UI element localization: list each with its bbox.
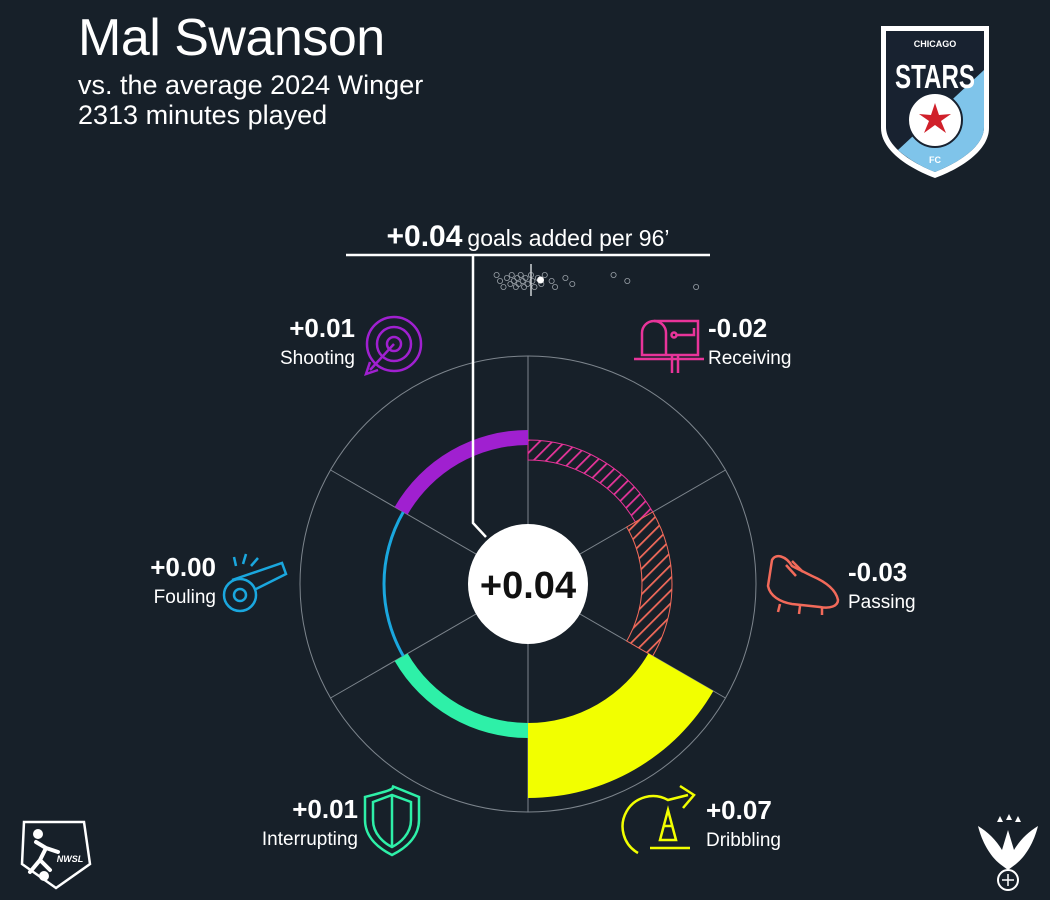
category-label-dribbling: Dribbling	[706, 830, 781, 851]
player-marker	[537, 276, 545, 284]
distribution-point	[514, 274, 521, 281]
distribution-point	[508, 271, 515, 278]
bar-shooting	[394, 430, 528, 515]
value-label-receiving: -0.02	[708, 313, 767, 343]
club-logo-bottom: FC	[929, 155, 941, 165]
comparison-text: vs. the average 2024 Winger	[78, 70, 424, 100]
distribution-point	[500, 283, 507, 290]
value-label-shooting: +0.01	[289, 313, 355, 343]
category-label-interrupting: Interrupting	[262, 829, 358, 850]
whistle-icon	[222, 553, 288, 613]
bar-interrupting	[394, 653, 528, 738]
distribution-point	[529, 277, 536, 284]
category-bars	[382, 430, 714, 798]
category-label-receiving: Receiving	[708, 348, 791, 369]
league-logo: NWSL	[20, 820, 92, 890]
red-star-icon	[919, 103, 951, 133]
center-total: +0.04	[480, 565, 576, 607]
bar-receiving	[527, 439, 654, 523]
shield-icon	[363, 784, 421, 857]
category-label-shooting: Shooting	[280, 348, 355, 369]
club-logo: CHICAGO STARS FC	[881, 26, 989, 178]
club-logo-main: STARS	[895, 58, 975, 95]
bar-fouling	[382, 511, 405, 657]
center-disc	[468, 524, 588, 644]
distribution-point	[497, 277, 504, 284]
value-label-passing: -0.03	[848, 557, 907, 587]
page-title: Mal Swanson	[78, 9, 385, 67]
distribution-point	[507, 280, 514, 287]
target-icon	[364, 315, 423, 376]
bar-passing	[626, 511, 673, 657]
distribution-point	[693, 283, 700, 290]
distribution-point	[521, 283, 528, 290]
distribution-point	[569, 280, 576, 287]
metric-total: +0.04	[387, 220, 463, 253]
metric-header: +0.04 goals added per 96’	[387, 220, 670, 253]
value-label-interrupting: +0.01	[292, 794, 358, 824]
distribution-point	[510, 277, 517, 284]
distribution-point	[515, 280, 522, 287]
cone-icon	[621, 784, 696, 855]
mailbox-icon	[634, 319, 704, 373]
metric-label: goals added per 96’	[467, 225, 669, 251]
distribution-point	[517, 271, 524, 278]
distribution-point	[562, 274, 569, 281]
cleat-icon	[766, 554, 840, 615]
distribution-strip	[493, 264, 700, 296]
distribution-point	[548, 277, 555, 284]
category-label-passing: Passing	[848, 592, 916, 613]
category-labels: -0.02 Receiving -0.03 Passing +0.07 Dribbling…	[150, 313, 915, 851]
distribution-point	[541, 271, 548, 278]
page-subtitle: vs. the average 2024 Winger 2313 minutes…	[78, 70, 423, 130]
club-logo-top: CHICAGO	[914, 39, 957, 49]
value-label-fouling: +0.00	[150, 552, 216, 582]
distribution-point	[531, 283, 538, 290]
bar-dribbling	[528, 653, 714, 798]
distribution-point	[624, 277, 631, 284]
distribution-point	[524, 280, 531, 287]
connector-line	[471, 255, 487, 538]
minutes-text: 2313 minutes played	[78, 100, 328, 130]
distribution-point	[610, 271, 617, 278]
league-logo-text: NWSL	[57, 854, 84, 864]
distribution-point	[503, 274, 510, 281]
value-label-dribbling: +0.07	[706, 795, 772, 825]
distribution-point	[522, 274, 529, 281]
distribution-point	[493, 271, 500, 278]
category-label-fouling: Fouling	[154, 587, 216, 608]
distribution-point	[552, 283, 559, 290]
eagle-logo	[978, 814, 1038, 891]
